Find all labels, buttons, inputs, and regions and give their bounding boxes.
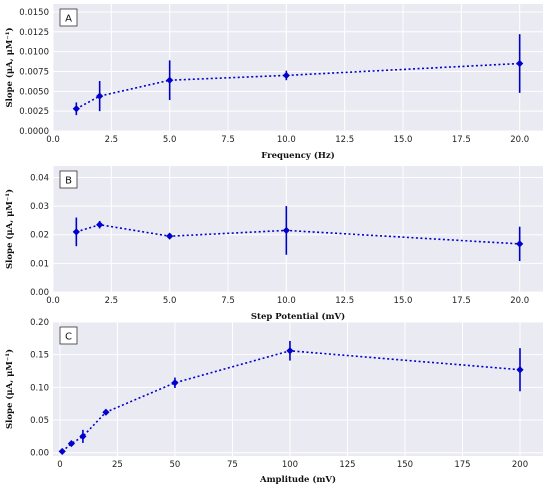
x-axis-label: Step Potential (mV) <box>251 311 345 322</box>
x-tick-label: 15.0 <box>394 135 413 145</box>
data-point-marker <box>58 447 66 456</box>
x-tick-label: 12.5 <box>335 135 354 145</box>
plot-area <box>53 322 543 456</box>
y-axis-label: Slope (μA, μM⁻¹) <box>4 28 15 108</box>
data-point-marker <box>282 71 290 80</box>
x-tick-label: 0.0 <box>46 296 60 306</box>
panel-label-box <box>59 8 78 27</box>
x-tick-label: 50 <box>170 460 181 470</box>
data-point-marker <box>72 105 80 113</box>
x-tick-label: 7.5 <box>221 296 235 306</box>
x-tick-label: 100 <box>282 460 298 470</box>
y-tick-label: 0.10 <box>30 383 49 393</box>
y-tick-label: 0.0025 <box>19 107 49 117</box>
data-point-marker <box>102 408 110 416</box>
data-point-marker <box>516 59 524 68</box>
panel-label-box <box>59 170 78 189</box>
y-axis-label: Slope (μA, μM⁻¹) <box>4 189 15 269</box>
data-point-marker <box>286 347 294 355</box>
x-tick-label: 10.0 <box>277 296 296 306</box>
y-tick-label: 0.02 <box>30 231 49 241</box>
x-axis-label: Amplitude (mV) <box>259 474 336 485</box>
y-tick-label: 0.0000 <box>19 127 49 137</box>
y-tick-label: 0.01 <box>30 259 49 269</box>
x-tick-label: 7.5 <box>221 135 235 145</box>
y-tick-label: 0.15 <box>30 351 49 361</box>
plot-area <box>53 166 543 292</box>
x-tick-label: 17.5 <box>452 135 471 145</box>
panel-a: 0.0 2.5 5.0 7.5 10.0 12.5 15.0 17.5 20.0 0.0000 0.… <box>4 4 543 161</box>
plot-area <box>53 4 543 131</box>
y-tick-label: 0.0100 <box>19 48 49 58</box>
x-tick-label: 75 <box>227 460 238 470</box>
x-tick-label: 5.0 <box>163 135 177 145</box>
data-point-marker <box>516 240 524 248</box>
x-tick-label: 125 <box>339 460 355 470</box>
y-tick-label: 0.00 <box>30 288 49 298</box>
data-point-marker <box>96 221 104 229</box>
x-tick-label: 15.0 <box>394 296 413 306</box>
x-tick-label: 20.0 <box>510 135 529 145</box>
x-tick-label: 0 <box>57 460 62 470</box>
x-tick-label: 200 <box>512 460 528 470</box>
y-tick-label: 0.0050 <box>19 87 49 97</box>
y-axis-label: Slope (μA, μM⁻¹) <box>4 349 15 429</box>
y-tick-label: 0.03 <box>30 202 49 212</box>
panel-label: C <box>65 332 72 343</box>
x-tick-label: 150 <box>397 460 413 470</box>
data-point-marker <box>171 379 179 387</box>
panel-label: B <box>65 176 72 187</box>
data-point-marker <box>282 226 290 235</box>
data-point-marker <box>166 76 174 84</box>
x-axis-label: Frequency (Hz) <box>261 150 334 161</box>
y-tick-label: 0.0150 <box>19 8 49 18</box>
x-tick-label: 17.5 <box>452 296 471 306</box>
y-tick-label: 0.00 <box>30 449 49 459</box>
y-tick-label: 0.20 <box>30 318 49 328</box>
panel-label-box <box>59 326 78 345</box>
data-point-marker <box>72 228 80 236</box>
data-point-marker <box>79 432 87 440</box>
data-point-marker <box>516 366 524 374</box>
x-tick-label: 2.5 <box>105 135 119 145</box>
x-tick-label: 12.5 <box>335 296 354 306</box>
x-tick-label: 175 <box>454 460 470 470</box>
data-point-marker <box>96 92 104 100</box>
x-tick-label: 10.0 <box>277 135 296 145</box>
y-tick-label: 0.0125 <box>19 28 49 38</box>
panel-b: 0.0 2.5 5.0 7.5 10.0 12.5 15.0 17.5 20.0 0.00 0.01… <box>4 166 543 322</box>
y-tick-label: 0.0075 <box>19 67 49 77</box>
x-tick-label: 25 <box>112 460 123 470</box>
series-line <box>75 62 520 110</box>
x-tick-label: 5.0 <box>163 296 177 306</box>
y-tick-label: 0.05 <box>30 416 49 426</box>
data-point-marker <box>166 232 174 240</box>
data-point-marker <box>67 439 76 448</box>
panel-label: A <box>65 14 72 25</box>
x-tick-label: 20.0 <box>510 296 529 306</box>
x-tick-label: 0.0 <box>46 135 60 145</box>
panel-c: 0 25 50 75 100 125 150 175 200 0.00 0.05 0.10 0.15 0.… <box>4 318 543 485</box>
y-tick-label: 0.04 <box>30 173 49 183</box>
x-tick-label: 2.5 <box>105 296 119 306</box>
